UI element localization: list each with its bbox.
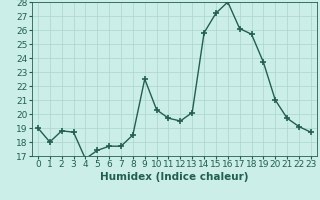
X-axis label: Humidex (Indice chaleur): Humidex (Indice chaleur) [100,172,249,182]
